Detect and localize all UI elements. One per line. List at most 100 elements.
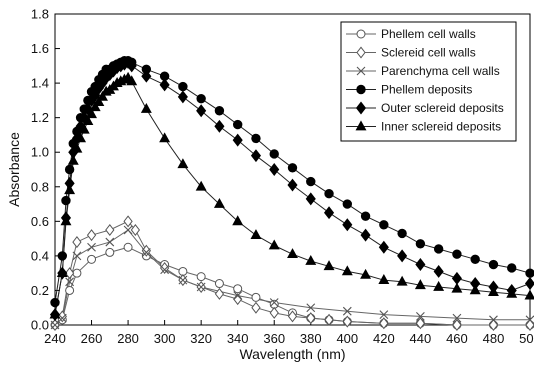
series-3-point [251,133,261,144]
series-2-point [105,237,115,247]
series-4-point [269,163,280,176]
series-4-point [360,228,371,242]
x-tick-label: 360 [263,331,285,346]
series-5-point [67,154,79,165]
series-5-point [360,268,372,279]
series-2-point [65,277,75,287]
series-5-point [487,286,499,297]
series-2-point [525,315,534,325]
series-3-point [57,251,68,261]
series-4-point [355,101,367,115]
x-marker-stroke [342,306,352,316]
y-tick-label: 1.2 [31,110,49,125]
series-4-markers [49,55,534,322]
series-5-markers [49,71,534,319]
x-marker-stroke [525,315,534,325]
series-5-point [78,123,90,134]
x-marker-stroke [123,225,133,235]
series-3-point [356,84,366,95]
series-5-point [396,275,408,286]
series-3-point [470,254,480,265]
series-4-point [250,149,262,163]
series-5-point [140,102,152,113]
legend-item: Phellem cell walls [346,27,476,41]
legend-label: Parenchyma cell walls [381,64,500,78]
series-3-point [379,220,389,230]
series-3-point [232,119,243,130]
series-4-point [196,104,207,118]
series-4-point [177,90,188,104]
series-5-point [414,279,426,290]
series-1-point [342,315,352,328]
series-1-point [86,229,97,242]
legend-label: Sclereid cell walls [381,46,476,60]
x-tick-label: 380 [300,331,322,346]
x-marker-stroke [105,237,115,247]
series-5-point [195,180,207,191]
x-tick-label: 480 [483,331,505,346]
series-3-point [507,263,517,273]
series-1-point [130,223,141,236]
series-2-point [160,265,170,275]
series-3-point [61,195,71,206]
series-4-point [433,264,444,278]
series-2-point [123,225,133,235]
series-3-point [50,297,60,308]
x-tick-label: 320 [190,331,212,346]
series-5-point [524,289,534,300]
series-2-point [489,315,498,325]
x-tick-label: 280 [117,331,139,346]
series-4-point [232,133,243,147]
series-1-point [251,301,261,314]
series-3-point [269,149,279,159]
series-2-point [452,313,462,323]
series-1-point [233,293,243,306]
series-4-point [378,240,389,254]
y-tick-label: 1.8 [31,7,49,22]
plot-frame [54,13,531,326]
x-tick-label: 240 [44,331,66,346]
series-5-point [60,215,72,226]
y-tick-label: 1.0 [31,145,49,160]
series-5-point [433,280,445,291]
series-1-point [452,318,462,332]
series-1-point [324,313,334,326]
series-2-point [178,275,188,285]
x-marker-stroke [489,315,498,325]
series-0-point [356,29,366,39]
series-4-point [524,277,534,291]
y-tick-label: 1.4 [31,76,49,91]
series-5-point [93,96,105,106]
series-4-point [342,218,353,232]
series-3-point [525,268,534,278]
y-tick-label: 0.0 [31,318,49,333]
series-4-point [323,206,335,220]
series-5-point [355,120,367,131]
series-1-point [123,215,133,228]
series-4-point [287,178,298,192]
series-5-point [506,287,518,298]
x-tick-label: 420 [373,331,395,346]
series-3-point [488,259,499,270]
series-1-point [72,236,82,249]
x-tick-label: 400 [336,331,358,346]
series-1-point [525,318,534,332]
series-1-point [214,287,225,300]
series-3-point [306,176,316,187]
legend-label: Outer sclereid deposits [381,101,504,115]
series-1-point [379,317,389,330]
series-5-point [250,229,262,240]
series-5-point [323,260,335,271]
series-1-point [488,318,499,332]
y-tick-label: 0.6 [31,214,49,229]
series-5-point [89,101,101,112]
x-marker-stroke [269,298,279,307]
series-3-point [178,81,188,92]
series-2-point [269,298,279,307]
series-2-point [50,320,60,330]
y-tick-label: 1.6 [31,41,49,56]
series-5-point [75,132,87,143]
legend-label: Phellem cell walls [381,27,476,41]
